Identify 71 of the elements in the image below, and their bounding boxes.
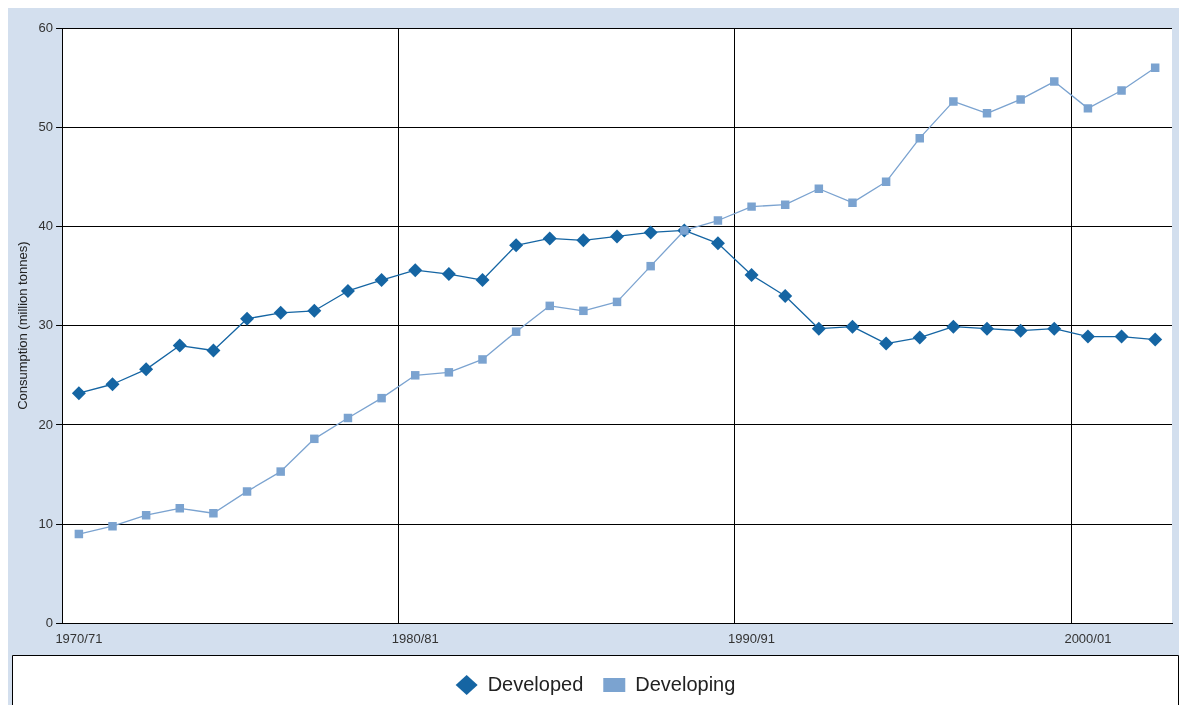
point	[273, 305, 288, 320]
y-tick-label: 0	[45, 614, 54, 630]
point	[175, 504, 185, 513]
point	[410, 371, 420, 380]
point	[713, 216, 723, 225]
point	[1047, 321, 1062, 336]
legend-label: Developing	[635, 672, 736, 695]
point	[1117, 86, 1126, 95]
point	[478, 355, 487, 364]
point	[509, 238, 524, 253]
x-tick-label: 2000/01	[1064, 630, 1112, 646]
point	[105, 377, 120, 392]
point	[1148, 332, 1163, 347]
point	[747, 202, 756, 211]
point	[242, 487, 252, 496]
point	[1080, 329, 1095, 344]
point	[710, 236, 725, 251]
point	[1050, 77, 1059, 86]
point	[912, 330, 927, 345]
point	[848, 198, 857, 207]
point	[778, 288, 793, 303]
point	[139, 362, 154, 377]
point	[444, 368, 454, 377]
point	[980, 321, 995, 336]
point	[310, 434, 319, 444]
point	[276, 467, 285, 476]
y-tick-label: 50	[38, 118, 54, 134]
x-tick-label: 1990/91	[728, 630, 776, 646]
point	[1083, 104, 1093, 113]
point	[511, 327, 521, 336]
point	[610, 229, 625, 244]
y-tick-label: 60	[38, 19, 54, 35]
point	[949, 97, 958, 106]
y-tick-label: 10	[38, 515, 54, 531]
legend-label: Developed	[487, 672, 584, 695]
point	[915, 133, 924, 143]
y-tick-label: 30	[38, 317, 54, 333]
point	[1013, 323, 1028, 338]
point	[441, 267, 456, 282]
point	[240, 311, 255, 326]
y-tick-label: 40	[38, 218, 54, 234]
point	[209, 509, 218, 518]
point	[206, 343, 221, 358]
point	[108, 521, 117, 531]
point	[879, 336, 894, 351]
x-tick-label: 1980/81	[391, 630, 439, 646]
point	[542, 231, 557, 246]
point	[579, 306, 588, 316]
point	[172, 338, 187, 353]
point	[71, 386, 86, 401]
point	[340, 283, 355, 298]
point	[982, 109, 992, 118]
y-axis-title: Consumption (million tonnes)	[15, 241, 31, 410]
point	[1150, 63, 1160, 72]
point	[643, 225, 658, 240]
x-tick-label: 1970/71	[55, 630, 103, 646]
point	[374, 273, 389, 288]
point	[475, 273, 490, 288]
point	[377, 393, 386, 403]
point	[1016, 95, 1025, 104]
y-tick-label: 20	[38, 416, 54, 432]
point	[946, 319, 961, 334]
point	[646, 261, 655, 271]
point	[408, 263, 423, 278]
point	[1114, 329, 1129, 344]
point	[576, 233, 591, 248]
point	[307, 303, 322, 318]
point	[744, 268, 759, 283]
point	[845, 319, 860, 334]
point	[780, 200, 790, 209]
point	[811, 321, 826, 336]
